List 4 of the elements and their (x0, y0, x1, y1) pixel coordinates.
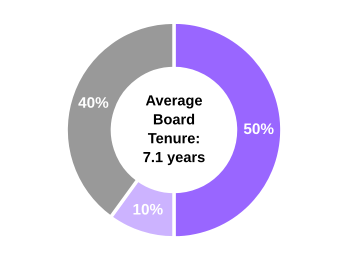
data-label: 10% (134, 204, 163, 215)
text: Average Board Tenure: 7.1 years (143, 95, 205, 166)
data-label: 50% (244, 123, 274, 134)
data-label: 40% (78, 97, 108, 108)
